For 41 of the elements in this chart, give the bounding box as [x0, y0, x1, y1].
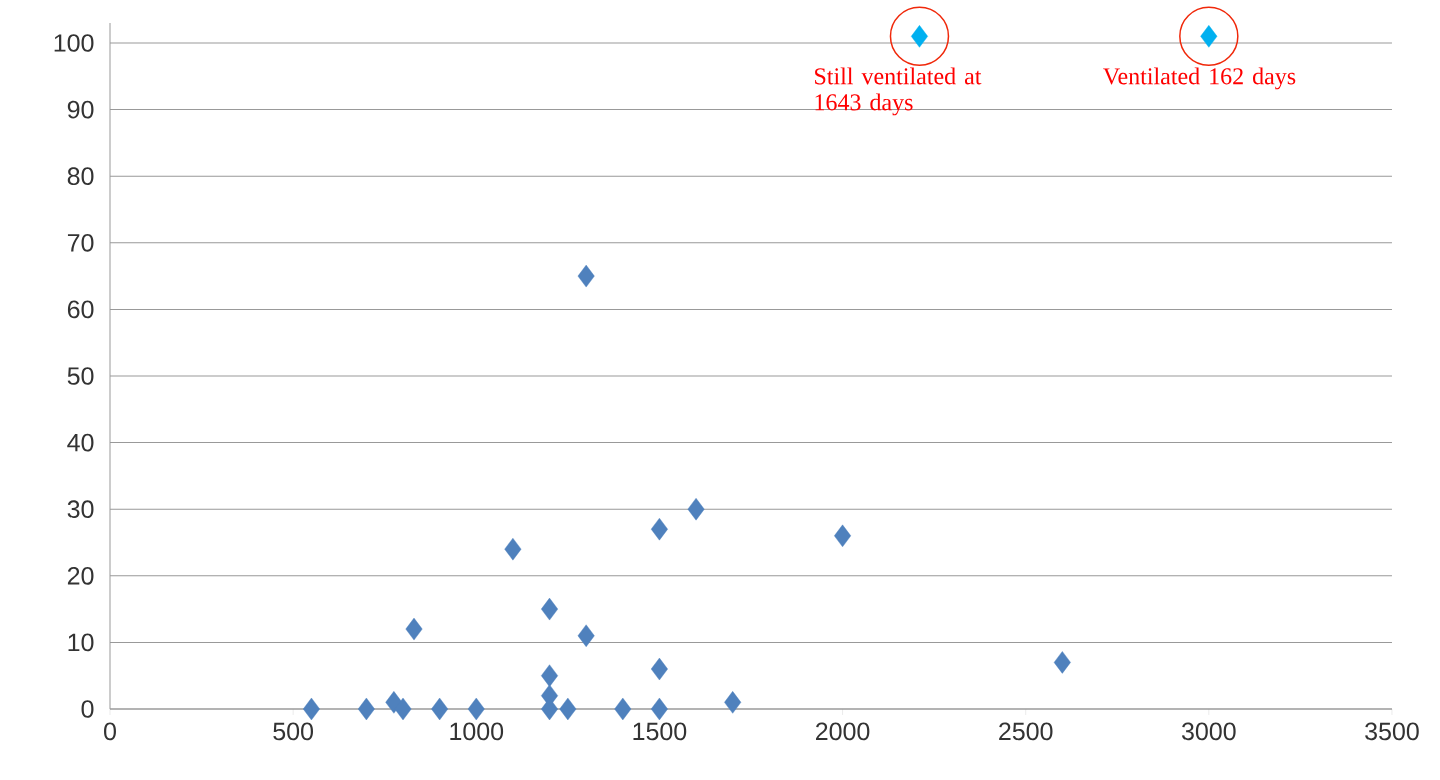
y-tick-label: 100	[54, 34, 94, 52]
point	[577, 264, 595, 288]
point	[650, 517, 668, 541]
point	[614, 697, 632, 721]
y-tick-label: 60	[67, 300, 94, 319]
y-tick-label: 40	[67, 433, 94, 452]
y-tick-label: 30	[67, 500, 94, 519]
point	[541, 597, 558, 621]
x-tick-label: 1500	[633, 722, 687, 741]
point	[504, 537, 522, 561]
y-tick-label: 20	[67, 566, 94, 585]
point	[303, 697, 320, 721]
y-tick-label: 70	[67, 233, 94, 252]
y-tick-label: 80	[67, 167, 94, 186]
point	[559, 697, 577, 721]
x-tick-label: 2000	[816, 722, 870, 741]
point	[724, 691, 742, 714]
x-tick-label: 0	[104, 722, 116, 741]
annotation: Ventilated 162 days	[1103, 67, 1296, 90]
point	[405, 617, 423, 641]
y-tick-label: 10	[68, 633, 94, 652]
point	[834, 524, 851, 548]
point	[357, 697, 375, 721]
point	[650, 657, 668, 681]
point	[467, 697, 485, 721]
point	[394, 697, 412, 721]
y-tick-label: 0	[81, 700, 94, 718]
x-tick-label: 1000	[450, 722, 504, 741]
annotation: Still ventilated at 1643 days	[815, 67, 982, 116]
point	[650, 697, 668, 721]
point	[541, 664, 558, 687]
point	[431, 697, 449, 721]
point	[1053, 651, 1071, 674]
x-tick-label: 3000	[1181, 722, 1236, 741]
y-tick-label: 90	[67, 100, 94, 119]
point	[687, 497, 705, 521]
x-tick-label: 500	[273, 722, 314, 741]
x-tick-label: 3500	[1365, 722, 1419, 741]
y-tick-label: 50	[67, 367, 94, 385]
point	[577, 624, 595, 647]
x-tick-label: 2500	[999, 722, 1053, 741]
